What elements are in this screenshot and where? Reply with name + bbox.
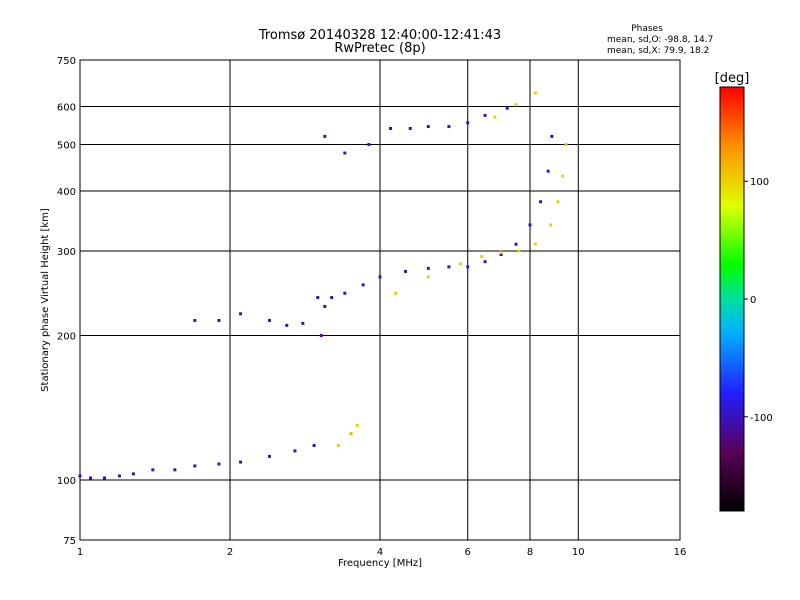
data-point (89, 476, 93, 480)
x-tick-label: 1 (77, 547, 83, 558)
chart-subtitle: RwPretec (8p) (334, 41, 425, 56)
data-point (447, 265, 451, 269)
colorbar-tick-label: 100 (750, 177, 769, 188)
data-point (217, 318, 221, 322)
data-point (517, 249, 521, 253)
data-point (336, 444, 340, 448)
data-point (293, 449, 297, 453)
data-point (193, 318, 197, 322)
plot-area (78, 59, 681, 541)
x-tick-label: 4 (377, 547, 383, 558)
data-point (361, 283, 365, 287)
x-tick-label: 8 (527, 547, 533, 558)
y-axis-label: Stationary phase Virtual Height [km] (40, 208, 51, 392)
stats-line-x: mean, sd,X: 79.9, 18.2 (607, 46, 709, 56)
data-point (408, 126, 412, 130)
data-point (426, 266, 430, 270)
data-point (550, 134, 554, 138)
data-point (193, 464, 197, 468)
data-point (528, 223, 532, 227)
phase-colorbar: [deg] 100 0 -100 (715, 71, 773, 512)
y-tick-label: 600 (57, 103, 76, 114)
data-point (330, 296, 334, 300)
data-point (343, 151, 347, 155)
colorbar-label: [deg] (715, 71, 750, 86)
data-point (267, 318, 271, 322)
data-point (556, 200, 560, 204)
data-point (103, 476, 107, 480)
data-point (267, 454, 271, 458)
y-tick-label: 750 (57, 56, 76, 67)
data-point (217, 462, 221, 466)
data-point (483, 260, 487, 264)
data-point (533, 91, 537, 95)
data-point (403, 269, 407, 273)
data-point (349, 432, 353, 436)
data-point (367, 143, 371, 147)
data-point (466, 265, 470, 269)
y-tick-label: 200 (57, 332, 76, 343)
data-point (564, 143, 568, 147)
data-point (319, 334, 323, 338)
data-point (505, 106, 509, 110)
x-tick-label: 2 (227, 547, 233, 558)
data-point (466, 121, 470, 125)
data-point (378, 275, 382, 279)
data-points (78, 91, 568, 480)
data-point (323, 134, 327, 138)
data-point (131, 472, 135, 476)
colorbar-tick-label: 0 (750, 295, 756, 306)
data-point (447, 125, 451, 129)
y-tick-label: 500 (57, 141, 76, 152)
data-point (301, 321, 305, 325)
y-tick-label: 300 (57, 247, 76, 258)
data-point (78, 474, 82, 478)
data-point (343, 291, 347, 295)
data-point (561, 174, 565, 178)
data-point (389, 126, 393, 130)
x-tick-label: 16 (674, 547, 687, 558)
colorbar-ticks: 100 0 -100 (744, 177, 773, 424)
data-point (539, 200, 543, 204)
data-point (285, 323, 289, 327)
data-point (312, 444, 316, 448)
data-point (394, 291, 398, 295)
chart-title: Tromsø 20140328 12:40:00-12:41:43 (258, 28, 501, 43)
data-point (546, 169, 550, 173)
colorbar-tick-label: -100 (750, 413, 773, 424)
data-point (239, 460, 243, 464)
data-point (499, 253, 503, 257)
data-point (239, 312, 243, 316)
data-point (426, 125, 430, 129)
data-point (483, 113, 487, 117)
data-point (493, 115, 497, 119)
y-tick-label: 100 (57, 476, 76, 487)
y-tick-label: 75 (63, 536, 76, 547)
y-tick-labels: 75 100 200 300 400 500 600 750 (57, 56, 76, 547)
data-point (316, 296, 320, 300)
data-point (458, 262, 462, 266)
data-point (533, 242, 537, 246)
data-point (117, 474, 121, 478)
data-point (480, 255, 484, 259)
stats-heading: Phases (631, 24, 663, 34)
x-tick-label: 10 (572, 547, 585, 558)
y-tick-label: 400 (57, 187, 76, 198)
data-point (514, 103, 518, 107)
x-tick-label: 6 (465, 547, 471, 558)
data-point (514, 242, 518, 246)
stats-line-o: mean, sd,O: -98.8, 14.7 (607, 35, 713, 45)
data-point (323, 304, 327, 308)
data-point (151, 468, 155, 472)
data-point (173, 468, 177, 472)
data-point (499, 250, 503, 254)
grid-lines (80, 60, 680, 540)
data-point (355, 423, 359, 427)
colorbar-gradient (720, 87, 744, 511)
data-point (549, 223, 553, 227)
x-tick-labels: 1 2 4 6 8 10 16 (77, 547, 687, 558)
x-axis-label: Frequency [MHz] (338, 558, 422, 569)
data-point (426, 275, 430, 279)
